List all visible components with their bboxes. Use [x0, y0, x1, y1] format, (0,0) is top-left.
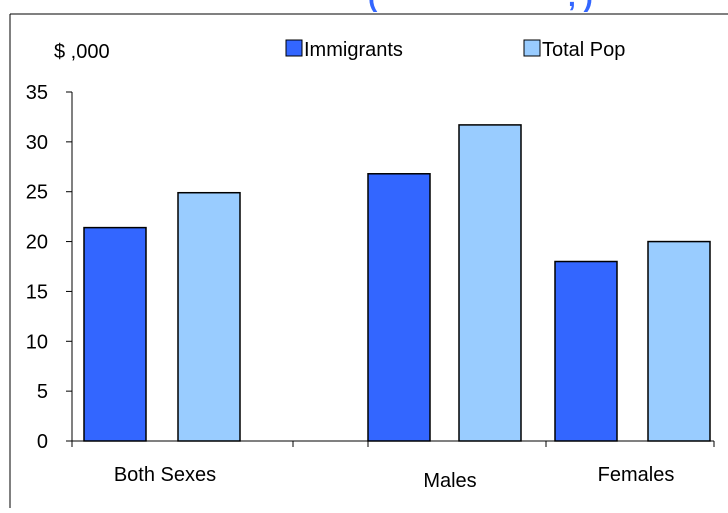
bar-immigrants-both-sexes [83, 226, 147, 442]
bar-total-pop-males [458, 124, 522, 442]
x-tick-label-males: Males [423, 470, 476, 492]
y-tick-label: 10 [26, 331, 48, 353]
x-tick-label-both-sexes: Both Sexes [114, 464, 216, 486]
chart-title-right: , ) [568, 0, 593, 12]
legend-label-total-pop: Total Pop [542, 39, 625, 61]
y-tick-label: 5 [37, 381, 48, 403]
y-tick-label: 35 [26, 82, 48, 104]
legend-swatch-immigrants [285, 39, 303, 57]
y-tick-label: 20 [26, 232, 48, 254]
legend-swatch-total-pop [523, 39, 541, 57]
legend-label-immigrants: Immigrants [304, 39, 403, 61]
x-axis-labels: Both Sexes Males Females [114, 464, 675, 492]
bar-immigrants-males [367, 173, 431, 442]
y-axis-unit-label: $ ,000 [54, 41, 110, 63]
bar-total-pop-females [647, 240, 711, 442]
x-tick-label-females: Females [598, 464, 675, 486]
bar-immigrants-females [554, 260, 618, 442]
bar-total-pop-both-sexes [177, 191, 241, 442]
y-tick-label: 25 [26, 182, 48, 204]
legend: Immigrants Total Pop [285, 39, 625, 61]
y-tick-label: 0 [37, 431, 48, 453]
chart-title-left: ( [368, 0, 378, 12]
y-tick-label: 30 [26, 132, 48, 154]
bars [83, 124, 711, 442]
y-tick-label: 15 [26, 281, 48, 303]
